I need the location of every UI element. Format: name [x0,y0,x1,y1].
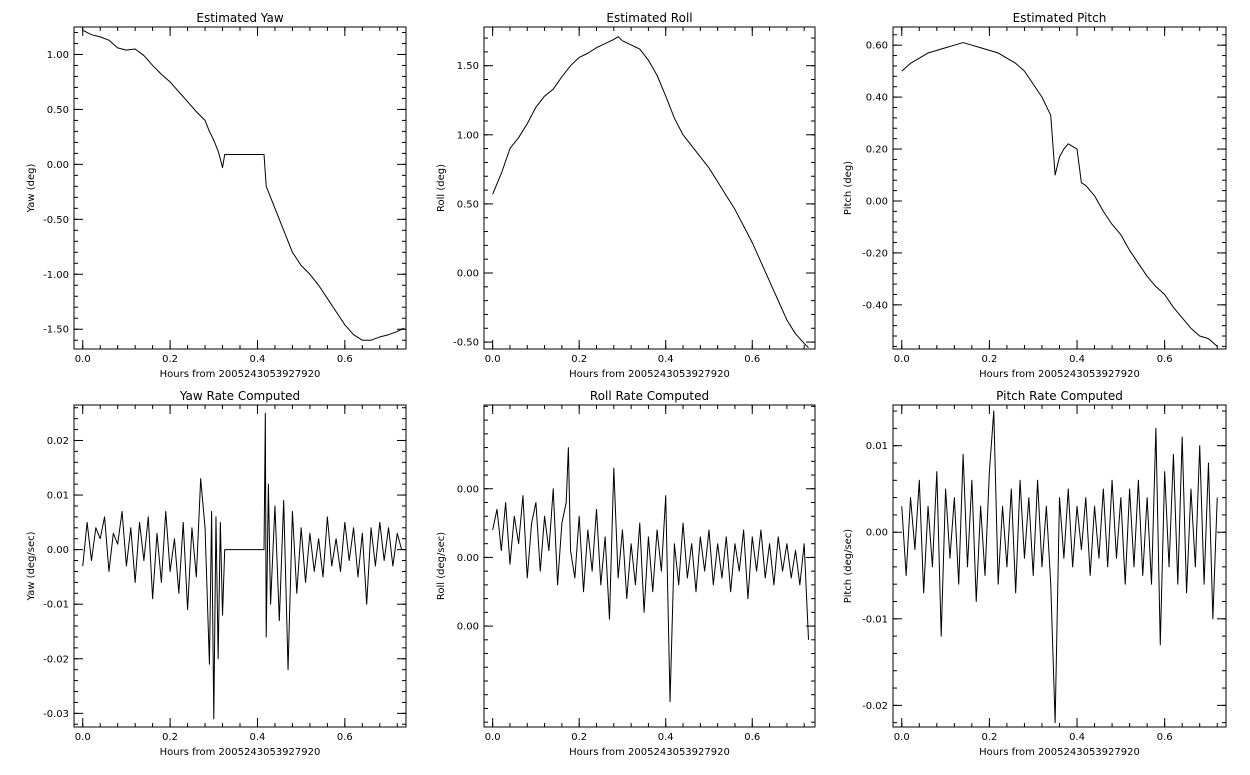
y-tick-label: 0.01 [866,441,888,452]
x-axis-label: Hours from 2005243053927920 [160,369,321,380]
x-tick-label: 0.0 [75,732,91,743]
series-line [492,447,810,703]
series-line [82,29,405,341]
chart-title: Estimated Pitch [1013,11,1107,25]
y-axis-label: Yaw (deg/sec) [26,531,37,601]
y-tick-label: -1.00 [43,270,69,281]
y-tick-label: 1.50 [457,61,479,72]
x-tick-label: 0.0 [894,354,910,365]
plot-frame [892,26,1227,350]
plot-frame [483,404,816,728]
panel-yaw-rate-computed: Yaw Rate Computed Hours from 20052430539… [26,389,407,758]
x-tick-label: 0.0 [75,354,91,365]
y-axis-label: Yaw (deg) [26,163,37,213]
y-tick-label: 0.00 [866,528,888,539]
y-tick-label: -0.40 [862,300,888,311]
x-tick-label: 0.4 [250,732,266,743]
y-tick-label: 0.40 [866,93,888,104]
y-tick-label: 0.02 [47,436,69,447]
y-tick-label: 0.00 [457,622,479,633]
x-tick-label: 0.2 [162,732,178,743]
y-tick-label: 0.00 [47,545,69,556]
plot-frame [483,26,816,350]
x-tick-label: 0.0 [894,732,910,743]
y-tick-label: 0.00 [457,484,479,495]
x-tick-label: 0.4 [1069,354,1085,365]
y-tick-label: -0.02 [862,701,888,712]
y-tick-label: 0.00 [47,160,69,171]
y-tick-label: -0.02 [43,654,69,665]
x-tick-label: 0.0 [485,354,501,365]
x-tick-label: 0.2 [162,354,178,365]
y-axis-label: Pitch (deg/sec) [843,529,854,604]
panel-estimated-yaw: Estimated Yaw Hours from 200524305392792… [26,11,407,380]
y-tick-label: 0.00 [457,268,479,279]
y-tick-label: -0.50 [43,215,69,226]
series-line [901,410,1218,724]
y-axis-label: Pitch (deg) [843,161,854,215]
x-tick-label: 0.0 [485,732,501,743]
panel-roll-rate-computed: Roll Rate Computed Hours from 2005243053… [436,389,816,758]
x-tick-label: 0.6 [1157,732,1173,743]
y-tick-label: -0.01 [43,600,69,611]
y-tick-label: 1.00 [457,130,479,141]
plot-frame [73,26,407,350]
x-tick-label: 0.2 [981,732,997,743]
chart-title: Pitch Rate Computed [996,389,1123,403]
y-tick-label: -0.03 [43,709,69,720]
x-axis-label: Hours from 2005243053927920 [569,747,730,758]
y-tick-label: 0.50 [47,105,69,116]
x-tick-label: 0.6 [337,354,353,365]
x-axis-label: Hours from 2005243053927920 [569,369,730,380]
x-axis-label: Hours from 2005243053927920 [979,747,1140,758]
x-tick-label: 0.2 [981,354,997,365]
x-tick-label: 0.2 [571,354,587,365]
y-axis-label: Roll (deg/sec) [436,532,447,600]
x-tick-label: 0.6 [744,732,760,743]
y-tick-label: 0.01 [47,491,69,502]
x-tick-label: 0.4 [658,732,674,743]
series-line [492,36,809,348]
x-axis-label: Hours from 2005243053927920 [979,369,1140,380]
panel-estimated-roll: Estimated Roll Hours from 20052430539279… [436,11,816,380]
chart-title: Estimated Roll [606,11,692,25]
panel-pitch-rate-computed: Pitch Rate Computed Hours from 200524305… [843,389,1227,758]
y-tick-label: 0.20 [866,145,888,156]
y-tick-label: 1.00 [47,50,69,61]
x-axis-label: Hours from 2005243053927920 [160,747,321,758]
chart-title: Roll Rate Computed [590,389,709,403]
series-line [901,42,1218,347]
y-axis-label: Roll (deg) [436,164,447,212]
x-tick-label: 0.6 [337,732,353,743]
y-tick-label: 0.00 [866,196,888,207]
x-tick-label: 0.6 [744,354,760,365]
chart-title: Estimated Yaw [196,11,283,25]
y-tick-label: -0.01 [862,614,888,625]
x-tick-label: 0.4 [658,354,674,365]
plot-frame [73,404,407,728]
y-tick-label: 0.50 [457,199,479,210]
y-tick-label: -0.20 [862,248,888,259]
x-tick-label: 0.4 [1069,732,1085,743]
series-line [82,412,403,720]
y-tick-label: 0.60 [866,41,888,52]
y-tick-label: 0.00 [457,553,479,564]
panel-estimated-pitch: Estimated Pitch Hours from 2005243053927… [843,11,1227,380]
y-tick-label: -1.50 [43,325,69,336]
x-tick-label: 0.6 [1157,354,1173,365]
x-tick-label: 0.2 [571,732,587,743]
x-tick-label: 0.4 [250,354,266,365]
y-tick-label: -0.50 [453,338,479,349]
chart-title: Yaw Rate Computed [179,389,300,403]
